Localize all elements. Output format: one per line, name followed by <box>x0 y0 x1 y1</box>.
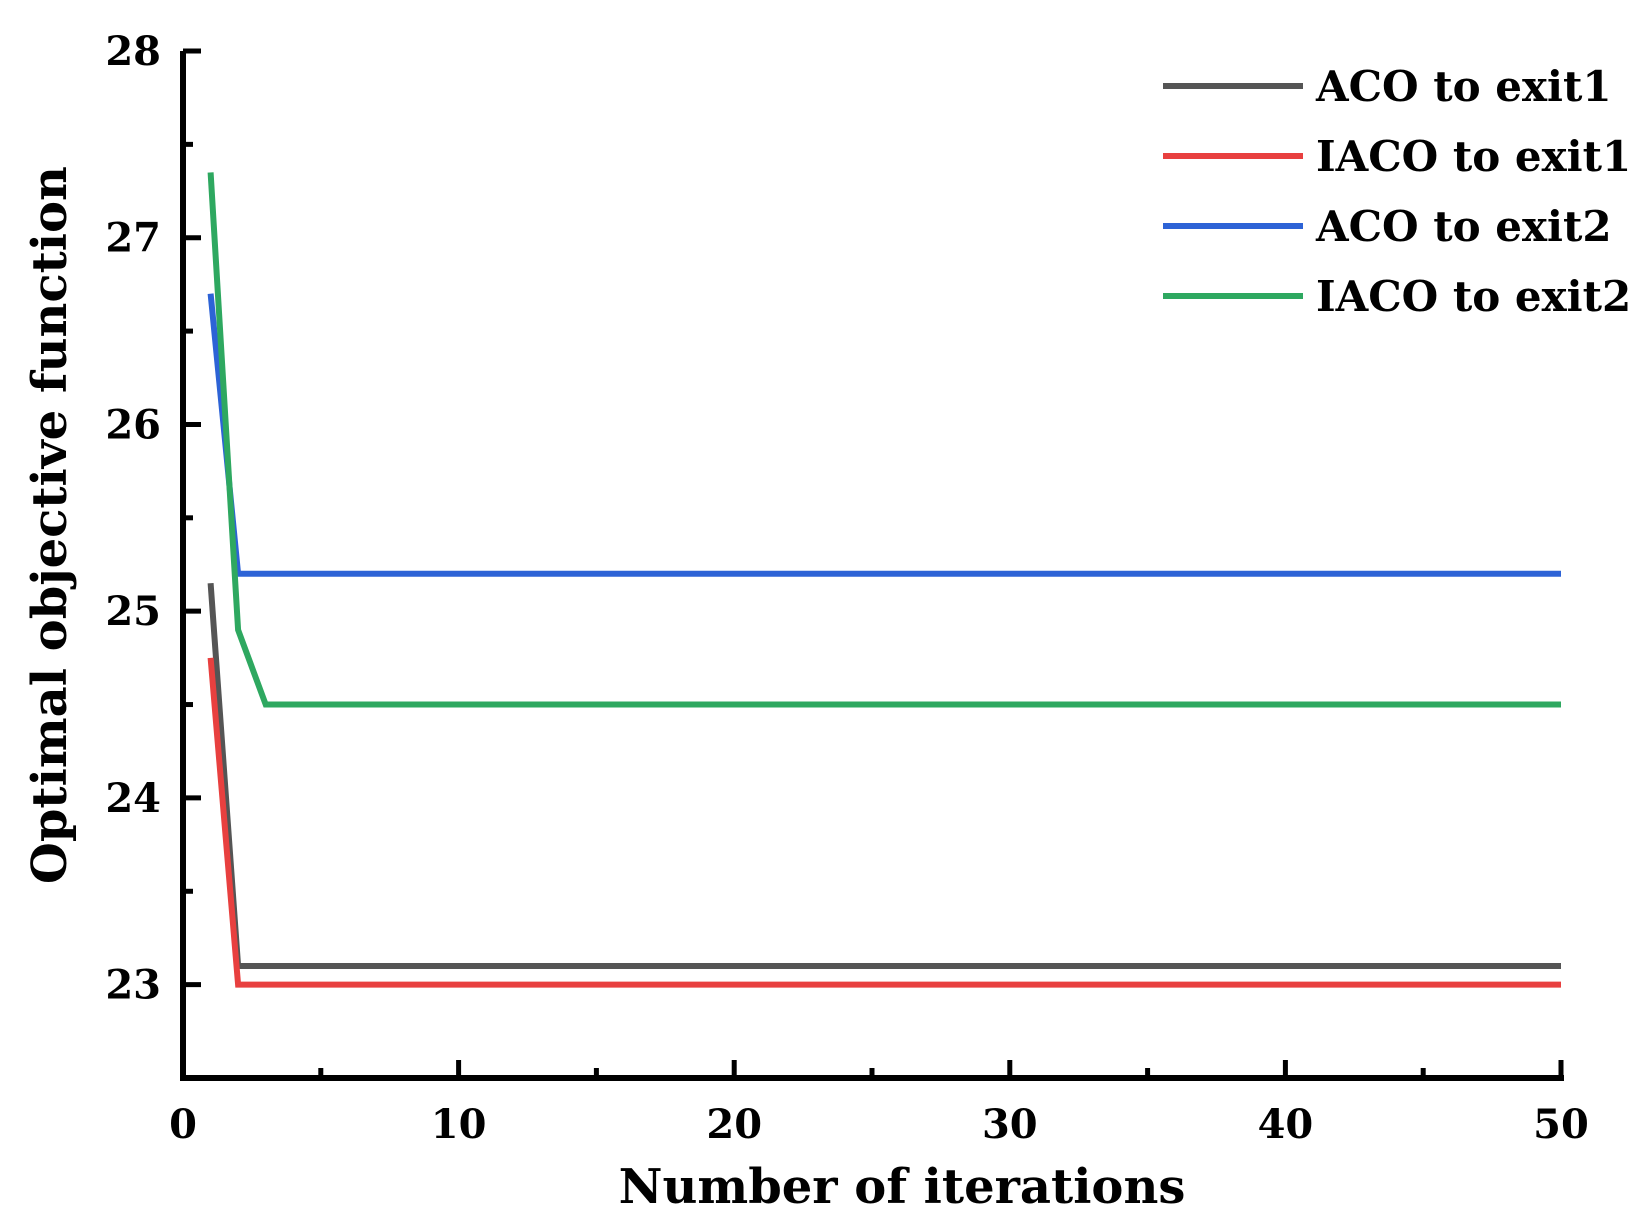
x-tick-label: 10 <box>431 1101 487 1148</box>
legend-label-1: ACO to exit1 <box>1315 62 1612 111</box>
x-tick-label: 40 <box>1258 1101 1314 1148</box>
x-axis-title: Number of iterations <box>619 1159 1186 1215</box>
y-tick-label: 25 <box>105 588 161 635</box>
legend-label-4: IACO to exit2 <box>1316 272 1631 321</box>
y-tick-label: 28 <box>105 28 161 75</box>
y-tick-label: 27 <box>105 215 161 262</box>
y-tick-label: 23 <box>105 962 161 1009</box>
series-line-3 <box>207 293 1561 577</box>
series-layer <box>207 172 1561 988</box>
legend-label-3: ACO to exit2 <box>1315 202 1612 251</box>
x-tick-label: 50 <box>1533 1101 1589 1148</box>
x-tick-label: 30 <box>982 1101 1038 1148</box>
x-tick-label: 20 <box>706 1101 762 1148</box>
x-tick-label: 0 <box>169 1101 197 1148</box>
legend-label-2: IACO to exit1 <box>1316 132 1631 181</box>
y-tick-label: 26 <box>105 401 161 448</box>
series-line-4 <box>207 172 1561 708</box>
series-line-1 <box>207 582 1561 969</box>
y-axis-title: Optimal objective function <box>22 166 78 884</box>
tick-labels: 0 10 20 30 40 50 23 24 25 26 27 28 <box>105 28 1589 1148</box>
series-line-2 <box>207 657 1561 988</box>
y-tick-label: 24 <box>105 775 161 822</box>
legend: ACO to exit1 IACO to exit1 ACO to exit2 IAC… <box>1163 62 1631 321</box>
tick-marks <box>180 48 1564 1081</box>
